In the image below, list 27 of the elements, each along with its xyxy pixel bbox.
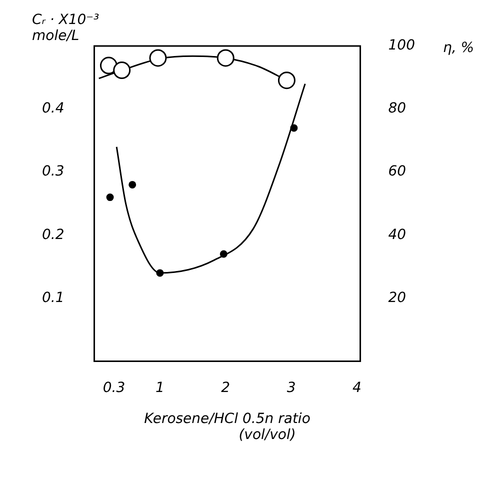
y2-tick-label: 100 (388, 38, 416, 54)
y-tick-label: 0.1 (42, 290, 64, 306)
y-tick-label: 0.4 (42, 100, 64, 117)
point (156, 269, 164, 277)
point (278, 72, 296, 90)
point (220, 250, 228, 258)
x-tick-label: 0.3 (102, 380, 126, 396)
y-tick-label: 0.2 (42, 226, 64, 243)
point (216, 49, 234, 67)
y-axis-title: Cᵣ · X10⁻³ mole/L (32, 12, 100, 44)
point (290, 124, 298, 132)
y2-tick-label: 80 (388, 100, 406, 117)
x-tick-label: 2 (221, 380, 230, 396)
point (149, 49, 167, 67)
point (100, 56, 118, 74)
x-tick-label: 3 (286, 380, 296, 396)
y2-tick-label: 20 (388, 290, 406, 306)
x-tick-label: 1 (155, 380, 164, 396)
point (113, 62, 131, 80)
point (128, 180, 136, 188)
y2-tick-label: 40 (388, 226, 406, 243)
x-tick-label: 4 (352, 380, 362, 396)
y-tick-label: 0.3 (42, 164, 64, 180)
y2-tick-label: 60 (388, 164, 406, 180)
point (106, 194, 114, 202)
y2-axis-title: η, % (443, 40, 474, 56)
x-axis-title: Kerosene/HCl 0.5n ratio (vol/vol) (144, 411, 310, 444)
